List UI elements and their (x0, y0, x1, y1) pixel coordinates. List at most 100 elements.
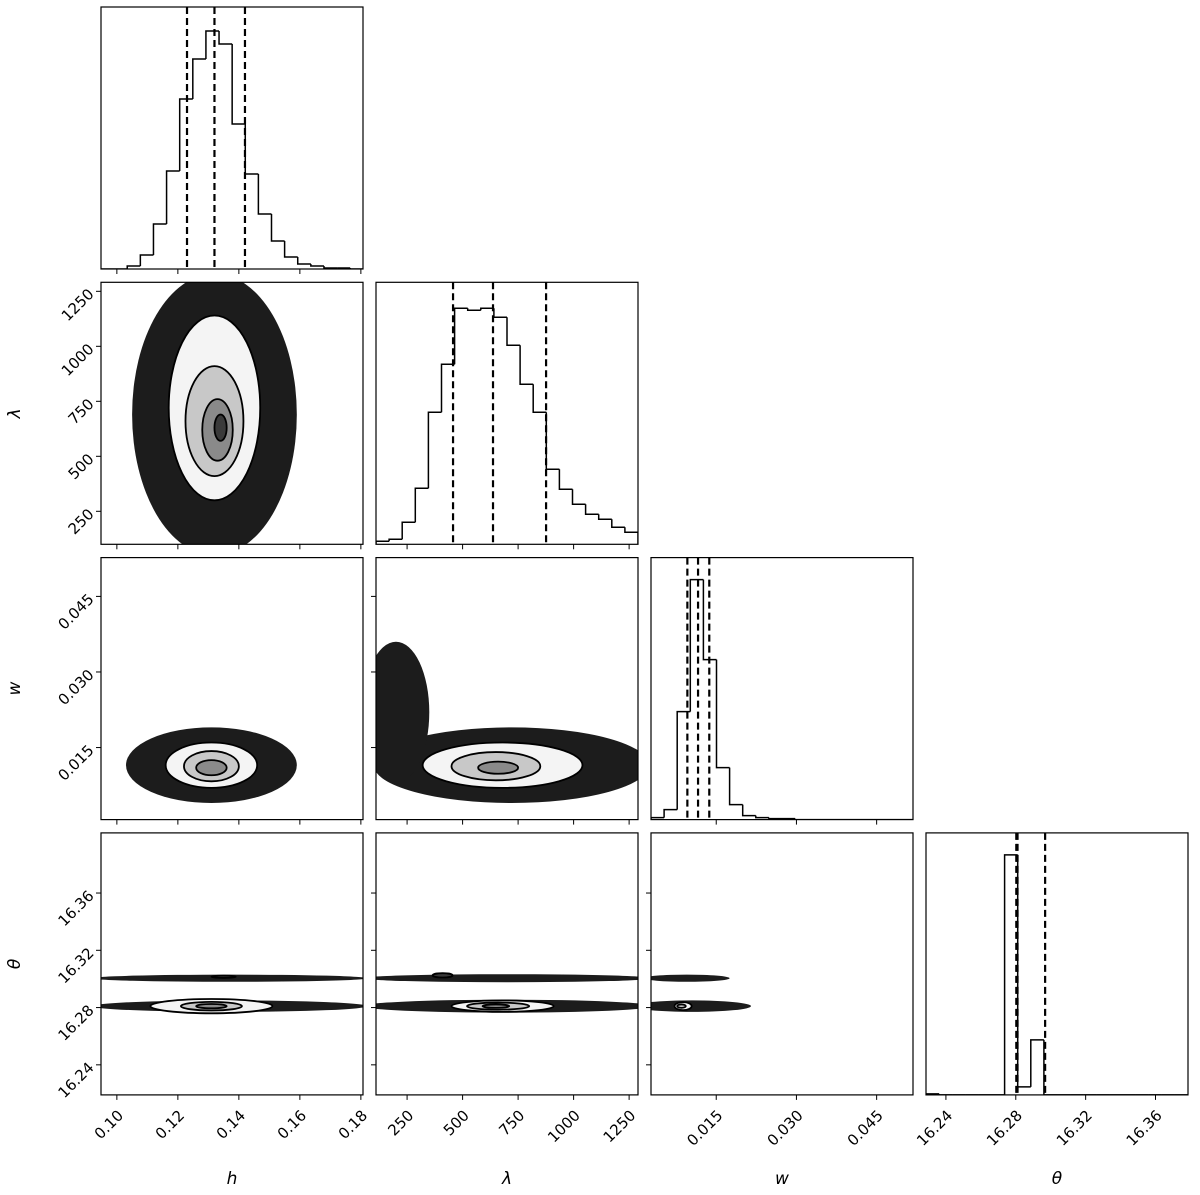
hist-step (388, 538, 403, 542)
x-axis-label: θ (1052, 1169, 1063, 1189)
x-tick-label: 0.16 (274, 1106, 310, 1142)
hist-step (676, 710, 691, 810)
hist-step (651, 816, 665, 820)
hist-step (453, 307, 468, 365)
hist-step (728, 767, 743, 806)
hist-step (244, 124, 259, 175)
x-tick-label: 500 (440, 1106, 473, 1139)
x-tick-label: 0.14 (213, 1106, 249, 1142)
x-tick-label: 1250 (600, 1106, 640, 1146)
hist-step (310, 264, 324, 267)
y-tick-label: 16.24 (54, 1059, 97, 1102)
hist-step (689, 578, 704, 712)
panel (926, 832, 1188, 1095)
x-axis-label: λ (501, 1169, 512, 1189)
x-tick-label: 16.24 (913, 1106, 956, 1149)
panel-frame (925, 832, 1189, 1096)
x-axis-label: w (775, 1169, 789, 1189)
sample-cloud (376, 974, 638, 983)
panel-frame (650, 832, 914, 1096)
x-tick-label: 16.28 (983, 1106, 1026, 1149)
panel (126, 727, 297, 803)
panel-frame (375, 556, 639, 821)
panel (651, 557, 913, 820)
hist-step (571, 489, 586, 506)
panel (376, 641, 638, 803)
contour (195, 759, 228, 777)
y-axis-label: λ (5, 408, 25, 419)
contour (213, 413, 228, 442)
contour (210, 974, 237, 979)
hist-step (663, 808, 678, 818)
hist-step (165, 170, 180, 224)
panel (132, 282, 297, 545)
panel (376, 972, 638, 1013)
x-tick-label: 250 (384, 1106, 417, 1139)
hist-step (597, 514, 612, 521)
hist-step (218, 31, 233, 45)
panel-frame (375, 281, 639, 545)
hist-step (480, 307, 494, 311)
panel (101, 974, 363, 1015)
hist-step (532, 384, 547, 414)
hist-step (126, 265, 141, 269)
x-tick-label: 0.045 (844, 1106, 887, 1149)
x-tick-label: 0.10 (91, 1106, 127, 1142)
panel (101, 7, 363, 269)
x-tick-label: 750 (495, 1106, 528, 1139)
hist-step (466, 308, 481, 312)
panel-frame (650, 556, 914, 821)
x-tick-label: 16.32 (1053, 1106, 1096, 1149)
y-axis-label: θ (5, 958, 25, 969)
hist-step (323, 266, 338, 269)
y-tick-label: 16.28 (54, 1001, 97, 1044)
hist-step (270, 214, 285, 242)
hist-step (506, 317, 521, 347)
hist-step (715, 659, 730, 769)
panel-frame (100, 832, 364, 1096)
x-tick-label: 16.36 (1123, 1106, 1166, 1149)
panel-frame (100, 281, 364, 545)
hist-step (702, 579, 717, 661)
y-tick-label: 750 (65, 395, 98, 428)
y-tick-label: 0.015 (54, 741, 97, 784)
panel-frame (375, 832, 639, 1096)
hist-step (794, 818, 809, 820)
y-tick-label: 0.030 (54, 666, 97, 709)
hist-step (741, 804, 756, 817)
x-axis-label: h (227, 1169, 238, 1189)
hist-step (349, 268, 363, 269)
hist-step (493, 308, 507, 319)
y-tick-label: 16.36 (54, 887, 97, 930)
x-tick-label: 0.12 (152, 1106, 188, 1142)
hist-step (768, 817, 782, 820)
panel-frame (100, 556, 364, 821)
hist-step (1003, 854, 1018, 1095)
hist-step (519, 345, 534, 386)
contour (477, 760, 520, 775)
hist-step (624, 527, 638, 545)
hist-step (414, 487, 429, 523)
x-tick-label: 1000 (544, 1106, 584, 1146)
hist-step (584, 504, 599, 516)
hist-step (1030, 1039, 1044, 1087)
hist-step (139, 254, 154, 266)
contour (676, 1003, 687, 1009)
hist-step (231, 44, 246, 125)
hist-step (545, 412, 560, 471)
contour (431, 972, 454, 979)
hist-step (178, 98, 193, 171)
sample-cloud (376, 641, 430, 783)
panel (376, 282, 638, 545)
hist-step (296, 257, 311, 265)
y-tick-label: 0.045 (54, 590, 97, 633)
sample-cloud (651, 974, 730, 982)
hist-step (926, 1093, 940, 1095)
hist-step (257, 174, 272, 215)
hist-step (611, 519, 625, 529)
y-tick-label: 1250 (58, 285, 98, 325)
hist-step (427, 411, 442, 489)
contour (481, 1003, 511, 1009)
x-tick-label: 0.18 (335, 1106, 371, 1142)
